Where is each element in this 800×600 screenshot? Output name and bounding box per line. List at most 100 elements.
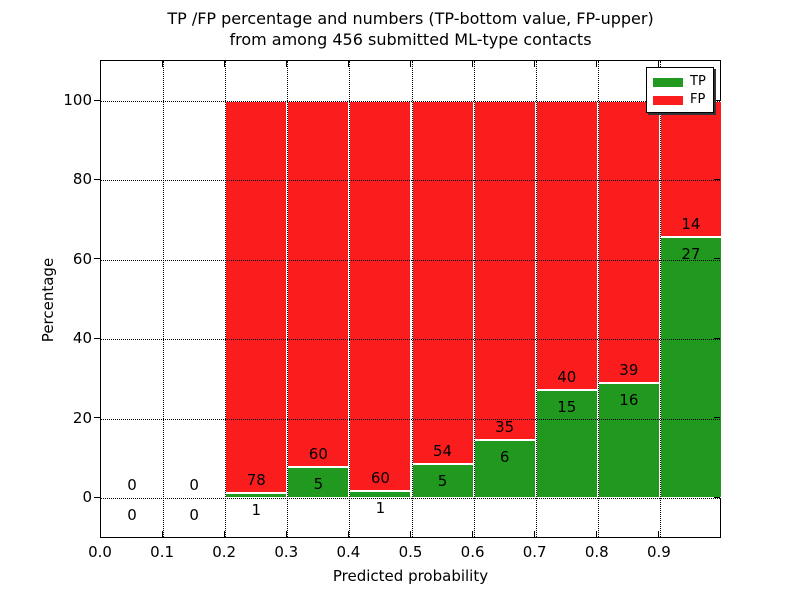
chart-title-line2: from among 456 submitted ML-type contact… (229, 30, 592, 49)
fp-count-label: 40 (557, 367, 577, 386)
x-tick-mark (534, 531, 536, 537)
fp-swatch-icon (653, 95, 683, 105)
legend-label-fp: FP (690, 92, 706, 107)
x-tick-mark (596, 531, 598, 537)
y-tick-mark-right (714, 99, 720, 101)
tp-count-label: 0 (127, 506, 137, 524)
x-tick-mark (285, 531, 287, 537)
legend-item-fp: FP (647, 91, 713, 109)
y-tick-mark (94, 99, 100, 101)
v-gridline (659, 61, 661, 537)
tp-count-label: 5 (313, 475, 324, 494)
y-tick-mark (94, 417, 100, 419)
x-tick-mark (161, 531, 163, 537)
x-tick-mark-top (410, 61, 411, 67)
h-gridline (101, 339, 720, 341)
y-tick-label: 100 (63, 91, 92, 109)
x-tick-mark-top (161, 61, 163, 67)
bar-fp-segment (349, 101, 412, 492)
x-tick-mark-top (658, 61, 660, 67)
fp-count-label: 60 (308, 445, 328, 464)
plot-area: 0 0 0 0 78 1 60 5 60 1 54 5 35 6 40 15 39 16 14 27 (100, 60, 722, 538)
x-tick-mark (472, 531, 474, 537)
fp-count-label: 39 (619, 360, 639, 379)
v-gridline (473, 61, 475, 537)
v-gridline (349, 61, 351, 537)
y-tick-mark (94, 337, 100, 339)
bar-fp-segment (225, 101, 288, 493)
h-gridline (101, 180, 720, 182)
x-tick-label: 0.7 (522, 543, 547, 561)
fp-count-label: 0 (127, 476, 137, 494)
h-gridline (101, 418, 720, 420)
y-tick-label: 80 (72, 170, 92, 189)
x-tick-mark (347, 531, 349, 537)
x-tick-label: 0.1 (150, 543, 175, 561)
bar-fp-segment (287, 101, 350, 468)
tp-count-label: 27 (681, 244, 701, 263)
tp-count-label: 16 (619, 390, 639, 409)
x-tick-mark-top (347, 61, 349, 67)
y-tick-mark (94, 178, 100, 180)
y-tick-mark-right (714, 337, 720, 339)
y-tick-mark-right (714, 178, 720, 180)
h-gridline (101, 259, 720, 261)
chart-title-line1: TP /FP percentage and numbers (TP-bottom… (167, 9, 654, 28)
y-tick-mark-right (714, 258, 720, 260)
x-tick-mark-top (285, 61, 287, 67)
x-tick-mark (658, 531, 660, 537)
bar-tp-segment (349, 491, 412, 498)
bar-fp-segment (473, 101, 536, 440)
bar-tp-segment (659, 236, 722, 498)
x-tick-label: 0.2 (212, 543, 237, 561)
bar-tp-segment (473, 439, 536, 498)
y-tick-mark-right (714, 496, 720, 498)
x-tick-mark (223, 531, 225, 537)
x-tick-label: 0.9 (646, 543, 671, 561)
fp-count-label: 60 (370, 469, 390, 488)
v-gridline (597, 61, 599, 537)
y-tick-mark (94, 258, 100, 260)
legend: TP FP (646, 67, 714, 113)
x-tick-mark-top (596, 61, 598, 67)
y-tick-mark-right (714, 417, 720, 419)
x-tick-label: 0.0 (88, 543, 112, 561)
h-gridline (101, 498, 720, 499)
x-axis-label: Predicted probability (332, 567, 489, 585)
y-tick-label: 40 (72, 329, 92, 348)
fp-count-label: 35 (495, 417, 515, 436)
tp-count-label: 6 (499, 447, 510, 466)
tp-swatch-icon (653, 77, 683, 87)
x-tick-label: 0.4 (336, 543, 361, 561)
fp-count-label: 78 (246, 470, 266, 489)
y-tick-label: 60 (72, 249, 92, 268)
x-tick-mark-top (472, 61, 474, 67)
bar-fp-segment (411, 101, 474, 465)
bar-fp-segment (597, 101, 660, 383)
fp-count-label: 54 (433, 442, 453, 461)
fp-count-label: 0 (189, 476, 199, 494)
x-tick-label: 0.5 (398, 543, 423, 561)
x-tick-mark-top (223, 61, 225, 67)
h-gridline (101, 101, 720, 102)
x-tick-label: 0.3 (274, 543, 299, 561)
x-tick-mark-top (534, 61, 536, 67)
fp-count-label: 14 (681, 214, 701, 233)
bar-tp-segment (287, 467, 350, 498)
legend-item-tp: TP (647, 73, 713, 91)
tp-count-label: 1 (375, 499, 386, 518)
tp-count-label: 15 (557, 397, 577, 416)
x-tick-mark (410, 531, 411, 537)
y-tick-label: 0 (82, 488, 92, 506)
bar-fp-segment (659, 101, 722, 237)
y-tick-label: 20 (72, 408, 92, 427)
x-tick-label: 0.8 (584, 543, 609, 561)
tp-count-label: 5 (437, 472, 448, 491)
y-tick-mark (94, 496, 100, 498)
v-gridline (225, 61, 227, 537)
v-gridline (163, 61, 165, 537)
x-tick-label: 0.6 (460, 543, 485, 561)
tp-count-label: 1 (251, 500, 261, 519)
v-gridline (411, 61, 413, 537)
